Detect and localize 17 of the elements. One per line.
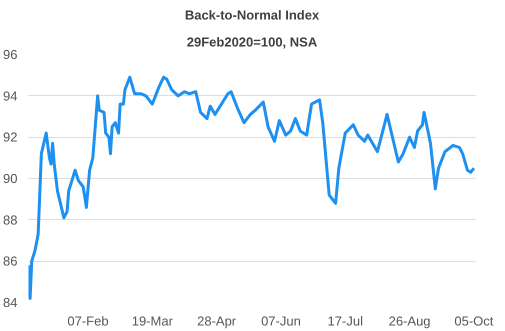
x-tick-label: 07-Feb	[67, 314, 109, 328]
x-tick-label: 05-Oct	[454, 314, 494, 328]
y-tick-label: 90	[3, 171, 18, 186]
y-tick-label: 94	[3, 88, 18, 104]
chart-subtitle: 29Feb2020=100, NSA	[186, 34, 318, 50]
y-tick-label: 92	[3, 130, 18, 145]
y-tick-label: 84	[3, 295, 18, 310]
line-series	[28, 76, 476, 300]
x-tick-label: 28-Apr	[197, 314, 237, 328]
y-tick-label: 86	[3, 254, 18, 269]
chart-title: Back-to-Normal Index	[184, 8, 320, 22]
x-tick-label: 17-Jul	[328, 314, 364, 328]
y-tick-label: 88	[3, 212, 18, 228]
x-tick-label: 07-Jun	[261, 314, 301, 328]
x-tick-label: 26-Aug	[388, 314, 431, 328]
x-tick-label: 19-Mar	[132, 314, 174, 328]
y-tick-label: 96	[3, 47, 18, 62]
